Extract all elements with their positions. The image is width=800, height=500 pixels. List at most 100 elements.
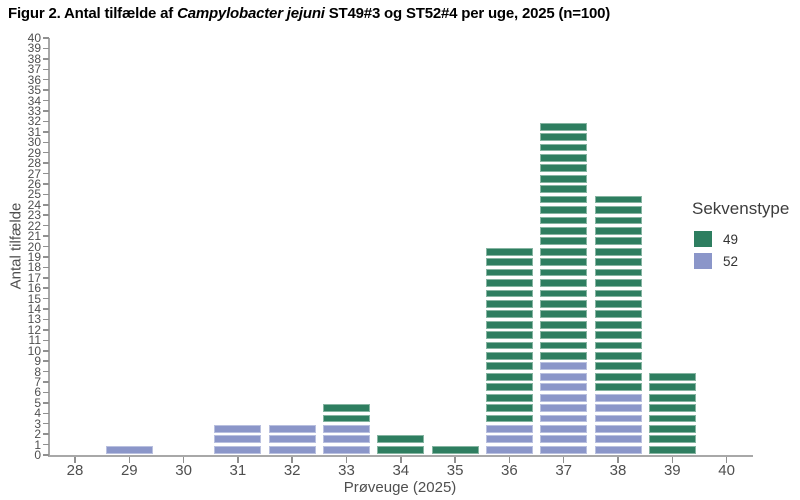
y-tickmark	[43, 245, 49, 248]
y-tickmark	[43, 350, 49, 352]
y-tick-label: 7	[34, 375, 41, 390]
y-tickmark	[43, 89, 49, 91]
y-tick-label: 9	[34, 354, 41, 369]
bar-segment-st49	[594, 279, 642, 287]
bar-segment-st52	[214, 425, 262, 433]
y-tick-label: 13	[27, 312, 41, 327]
x-tickmark	[617, 457, 619, 463]
y-tickmark	[43, 339, 49, 342]
legend-entry-49: 49	[694, 231, 789, 247]
y-tick-label: 8	[34, 364, 41, 379]
y-tick-label: 16	[27, 281, 41, 296]
bar-segment-st49	[594, 299, 642, 308]
legend-title: Sekvenstype	[692, 199, 790, 218]
bar-segment-st49	[540, 122, 588, 131]
y-tickmark	[43, 99, 49, 102]
title-text-italic: Campylobacter jejuni	[177, 5, 325, 22]
y-tick-label: 27	[27, 166, 41, 181]
y-tick-label: 38	[27, 51, 41, 66]
y-tickmark	[43, 329, 49, 331]
bar-segment-st49	[377, 445, 425, 454]
bar-segment-st49	[540, 226, 588, 235]
bar-segment-st49	[485, 404, 533, 412]
bar-segment-st52	[268, 445, 316, 454]
x-tick-label: 29	[120, 462, 138, 479]
y-tickmark	[43, 391, 49, 394]
bar-segment-st49	[594, 258, 642, 267]
bar-segment-st49	[540, 352, 588, 360]
legend-entries: 49 52	[692, 231, 789, 269]
x-tickmark	[345, 457, 348, 463]
bar-segment-st49	[540, 331, 588, 339]
legend-swatch-icon	[694, 253, 712, 269]
bar-segment-st52	[323, 425, 370, 433]
bar-segment-st49	[540, 195, 588, 204]
bar-segment-st49	[594, 226, 642, 235]
bar-segment-st52	[485, 425, 533, 433]
bar-segment-st52	[540, 404, 588, 412]
y-tick-label: 11	[28, 333, 41, 348]
bar-segment-st49	[540, 164, 588, 173]
bar-segment-st49	[594, 289, 642, 298]
bar-segment-st49	[485, 247, 533, 256]
y-tick-label: 5	[34, 395, 41, 410]
bar-segment-st49	[540, 237, 588, 246]
bar-segment-st49	[594, 372, 642, 381]
y-tickmark	[43, 287, 49, 289]
y-tick-label: 34	[27, 93, 41, 108]
bar-segment-st49	[648, 383, 696, 392]
y-tickmark	[43, 47, 49, 50]
bar-segment-st49	[323, 414, 370, 423]
bar-segment-st49	[594, 206, 642, 214]
bar-segment-st49	[540, 174, 588, 183]
bar-segment-st52	[323, 435, 370, 444]
bar-segment-st49	[540, 279, 588, 287]
bar-segment-st49	[540, 268, 588, 277]
title-text-lead: Figur 2. Antal tilfælde af	[8, 5, 178, 22]
y-tickmark	[43, 120, 49, 123]
bar-segment-st49	[485, 352, 533, 360]
bar-segment-st52	[540, 435, 588, 444]
bar-segment-st49	[648, 393, 696, 402]
y-tick-label: 15	[27, 291, 41, 306]
bar-segment-st49	[594, 320, 642, 329]
y-tickmark	[43, 443, 49, 446]
bar-segment-st49	[594, 383, 642, 392]
y-tick-label: 31	[27, 124, 41, 139]
y-tick-label: 21	[27, 229, 41, 244]
y-tick-label: 1	[34, 437, 41, 452]
bar-segment-st49	[485, 279, 533, 287]
bar-segment-st52	[594, 425, 642, 433]
x-tick-label: 39	[663, 462, 681, 479]
y-tickmark	[43, 256, 49, 258]
bar-segment-st49	[485, 331, 533, 339]
y-tick-label: 3	[34, 416, 41, 431]
y-tickmark	[43, 266, 49, 269]
bar-segment-st49	[594, 247, 642, 256]
bar-segment-st52	[268, 425, 316, 433]
y-tickmark	[43, 37, 49, 39]
y-tickmark	[43, 370, 49, 373]
bar-segment-st49	[594, 268, 642, 277]
bar-segment-st49	[648, 414, 696, 423]
y-tickmark	[43, 193, 49, 196]
y-tick-label: 10	[27, 343, 41, 358]
bar-segment-st49	[648, 425, 696, 433]
x-tickmark	[454, 457, 456, 463]
y-tickmark	[43, 78, 49, 81]
x-tick-label: 30	[175, 462, 192, 479]
bar-segment-st49	[540, 185, 588, 194]
legend-entry-label: 49	[723, 231, 739, 247]
y-tickmark	[43, 224, 49, 227]
x-tickmark	[128, 457, 131, 463]
bar-segment-st52	[594, 414, 642, 423]
bar-segment-st52	[540, 393, 588, 402]
x-tickmark	[508, 457, 511, 463]
bar-segment-st49	[540, 299, 588, 308]
y-tick-label: 2	[34, 427, 41, 442]
legend-entry-label: 52	[723, 253, 739, 269]
y-tick-label: 17	[27, 270, 41, 285]
bar-segment-st49	[648, 404, 696, 412]
y-tickmark	[43, 183, 49, 185]
